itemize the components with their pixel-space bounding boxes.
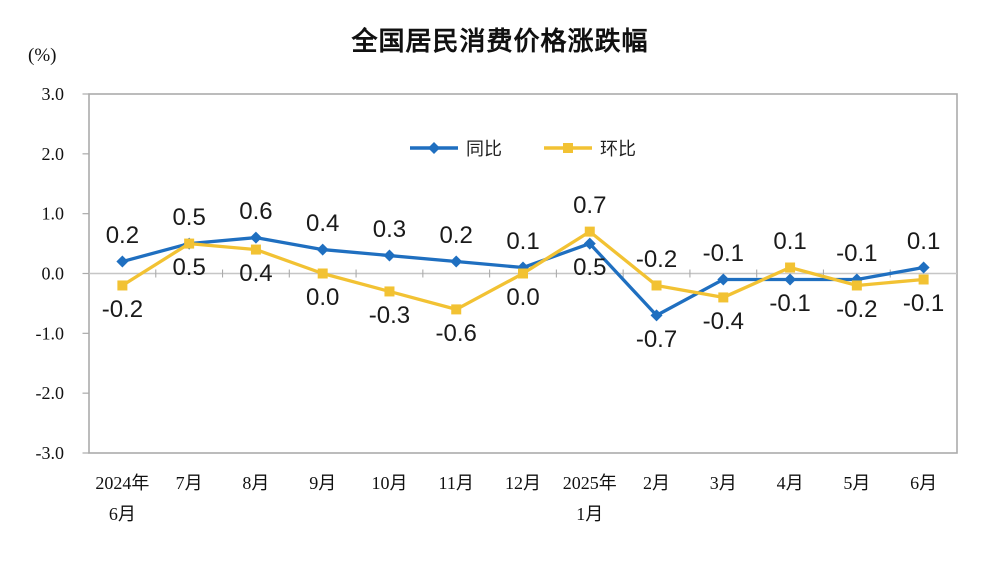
data-label: 0.3 xyxy=(373,216,406,243)
data-label: -0.2 xyxy=(102,296,143,323)
x-category-label: 2025年 xyxy=(563,473,617,493)
data-label: 0.0 xyxy=(306,284,339,311)
data-point-square xyxy=(518,268,528,279)
x-category-label: 6月 xyxy=(910,473,937,493)
y-axis-tick-label: -3.0 xyxy=(36,443,65,463)
data-point-diamond xyxy=(450,255,463,268)
legend-label-mom: 环比 xyxy=(600,139,636,160)
data-point-square xyxy=(918,274,929,285)
x-category-label: 5月 xyxy=(843,473,870,493)
data-label: 0.5 xyxy=(172,204,205,231)
y-axis-tick-label: 1.0 xyxy=(42,204,65,224)
data-label: -0.7 xyxy=(636,326,677,353)
legend-label-yoy: 同比 xyxy=(466,139,502,160)
data-label: 0.7 xyxy=(573,192,606,219)
x-category-label: 3月 xyxy=(710,473,737,493)
legend-item-mom: 环比 xyxy=(544,135,636,161)
data-point-square xyxy=(785,262,796,273)
data-label: -0.1 xyxy=(903,290,944,317)
data-point-square xyxy=(451,304,462,315)
data-point-square xyxy=(317,268,328,279)
x-category-label: 1月 xyxy=(576,504,603,524)
x-category-label: 2024年 xyxy=(95,473,149,493)
x-category-label: 2月 xyxy=(643,473,670,493)
y-axis-tick-label: -2.0 xyxy=(36,383,65,403)
legend-diamond-icon xyxy=(410,142,458,154)
data-point-diamond xyxy=(116,255,129,268)
x-category-label: 6月 xyxy=(109,504,136,524)
data-label: -0.1 xyxy=(836,240,877,267)
data-label: -0.2 xyxy=(636,246,677,273)
y-axis-tick-label: 2.0 xyxy=(42,144,65,164)
data-point-square xyxy=(651,280,662,291)
data-point-square xyxy=(384,286,395,297)
legend-item-yoy: 同比 xyxy=(410,135,502,161)
data-point-diamond xyxy=(917,261,930,274)
x-category-label: 11月 xyxy=(439,473,474,493)
data-label: 0.1 xyxy=(773,228,806,255)
chart-legend: 同比 环比 xyxy=(89,134,957,162)
data-label: -0.2 xyxy=(836,296,877,323)
data-point-square xyxy=(718,292,729,303)
y-axis-tick-label: 0.0 xyxy=(42,264,65,284)
data-label: -0.4 xyxy=(703,308,744,335)
data-label: 0.6 xyxy=(239,198,272,225)
y-axis-unit-label: (%) xyxy=(28,45,57,66)
data-label: 0.1 xyxy=(506,228,539,255)
data-point-diamond xyxy=(717,273,730,286)
y-axis-tick-label: 3.0 xyxy=(42,84,65,104)
data-point-diamond xyxy=(784,273,797,286)
data-point-square xyxy=(250,244,261,255)
data-label: -0.1 xyxy=(703,240,744,267)
x-category-label: 10月 xyxy=(371,473,407,493)
data-label: 0.5 xyxy=(172,254,205,281)
x-category-label: 12月 xyxy=(505,473,541,493)
data-point-square xyxy=(117,280,128,291)
data-point-diamond xyxy=(583,237,596,250)
y-axis-tick-label: -1.0 xyxy=(36,323,65,343)
data-point-square xyxy=(851,280,862,291)
data-label: 0.4 xyxy=(239,260,272,287)
data-point-square xyxy=(184,238,195,249)
data-point-diamond xyxy=(316,243,329,256)
data-label: 0.1 xyxy=(907,228,940,255)
x-category-label: 9月 xyxy=(309,473,336,493)
data-point-square xyxy=(584,226,595,237)
data-label: 0.0 xyxy=(506,284,539,311)
legend-square-icon xyxy=(544,143,592,153)
data-point-diamond xyxy=(249,231,262,244)
data-label: 0.4 xyxy=(306,210,339,237)
chart-title: 全国居民消费价格涨跌幅 xyxy=(351,27,649,57)
data-label: -0.6 xyxy=(436,320,477,347)
x-category-label: 4月 xyxy=(777,473,804,493)
data-point-diamond xyxy=(650,309,663,322)
data-label: 0.2 xyxy=(440,222,473,249)
data-label: -0.3 xyxy=(369,302,410,329)
data-point-diamond xyxy=(383,249,396,262)
x-category-label: 7月 xyxy=(176,473,203,493)
data-label: -0.1 xyxy=(769,290,810,317)
x-category-label: 8月 xyxy=(242,473,269,493)
data-label: 0.2 xyxy=(106,222,139,249)
data-label: 0.5 xyxy=(573,254,606,281)
